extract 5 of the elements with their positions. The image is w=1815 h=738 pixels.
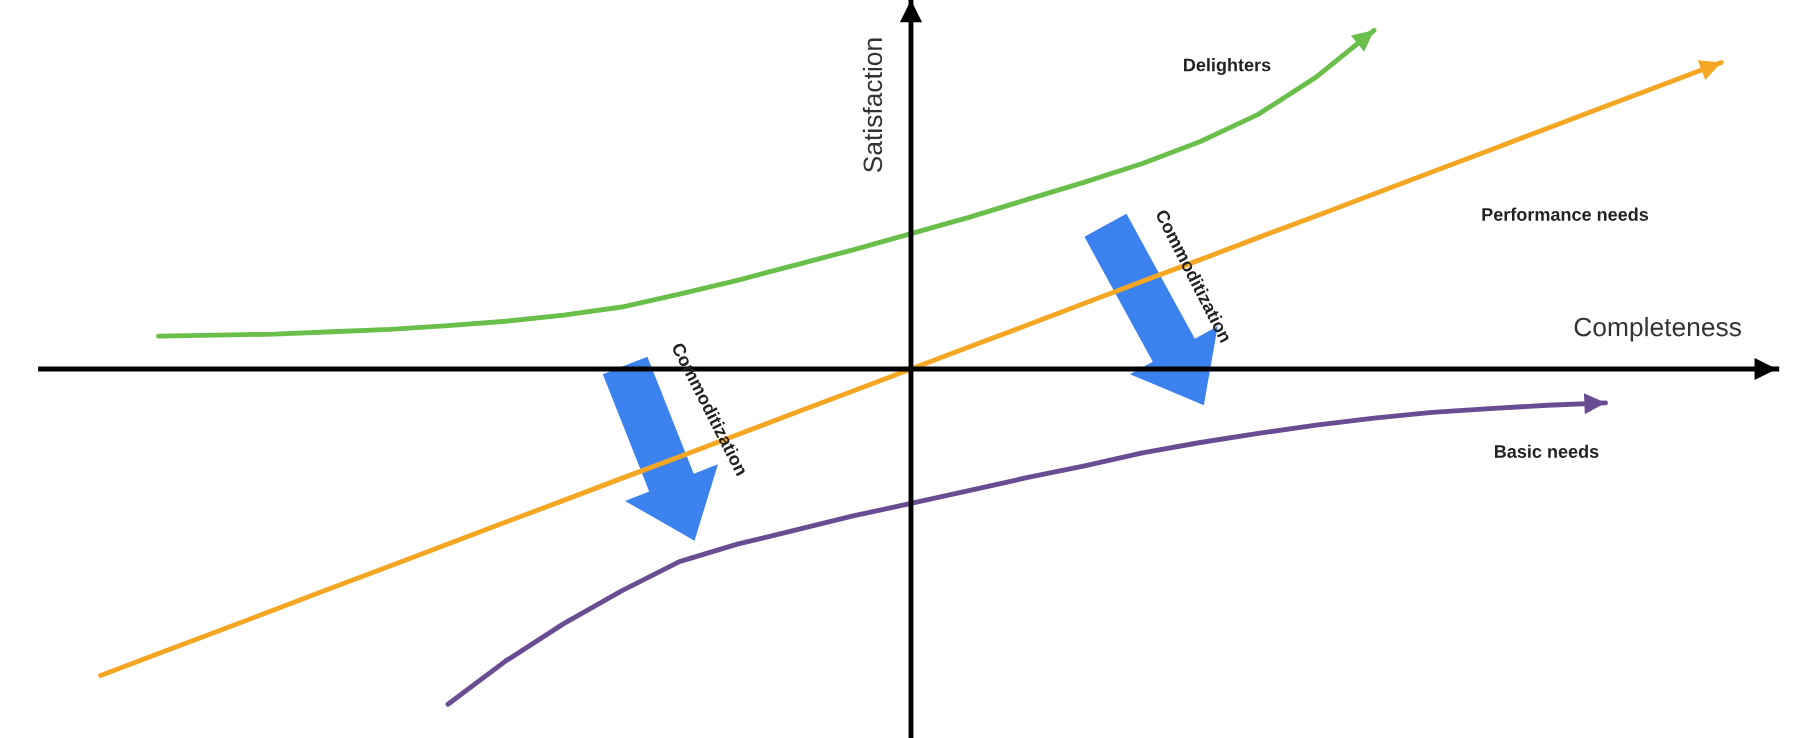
y-axis-title: Satisfaction [862,38,883,173]
text: Performance needs [1482,207,1649,221]
x-axis-title: Completeness [1574,317,1741,342]
text: Basic needs [1494,444,1599,458]
series-label: Delighters [1184,58,1271,76]
